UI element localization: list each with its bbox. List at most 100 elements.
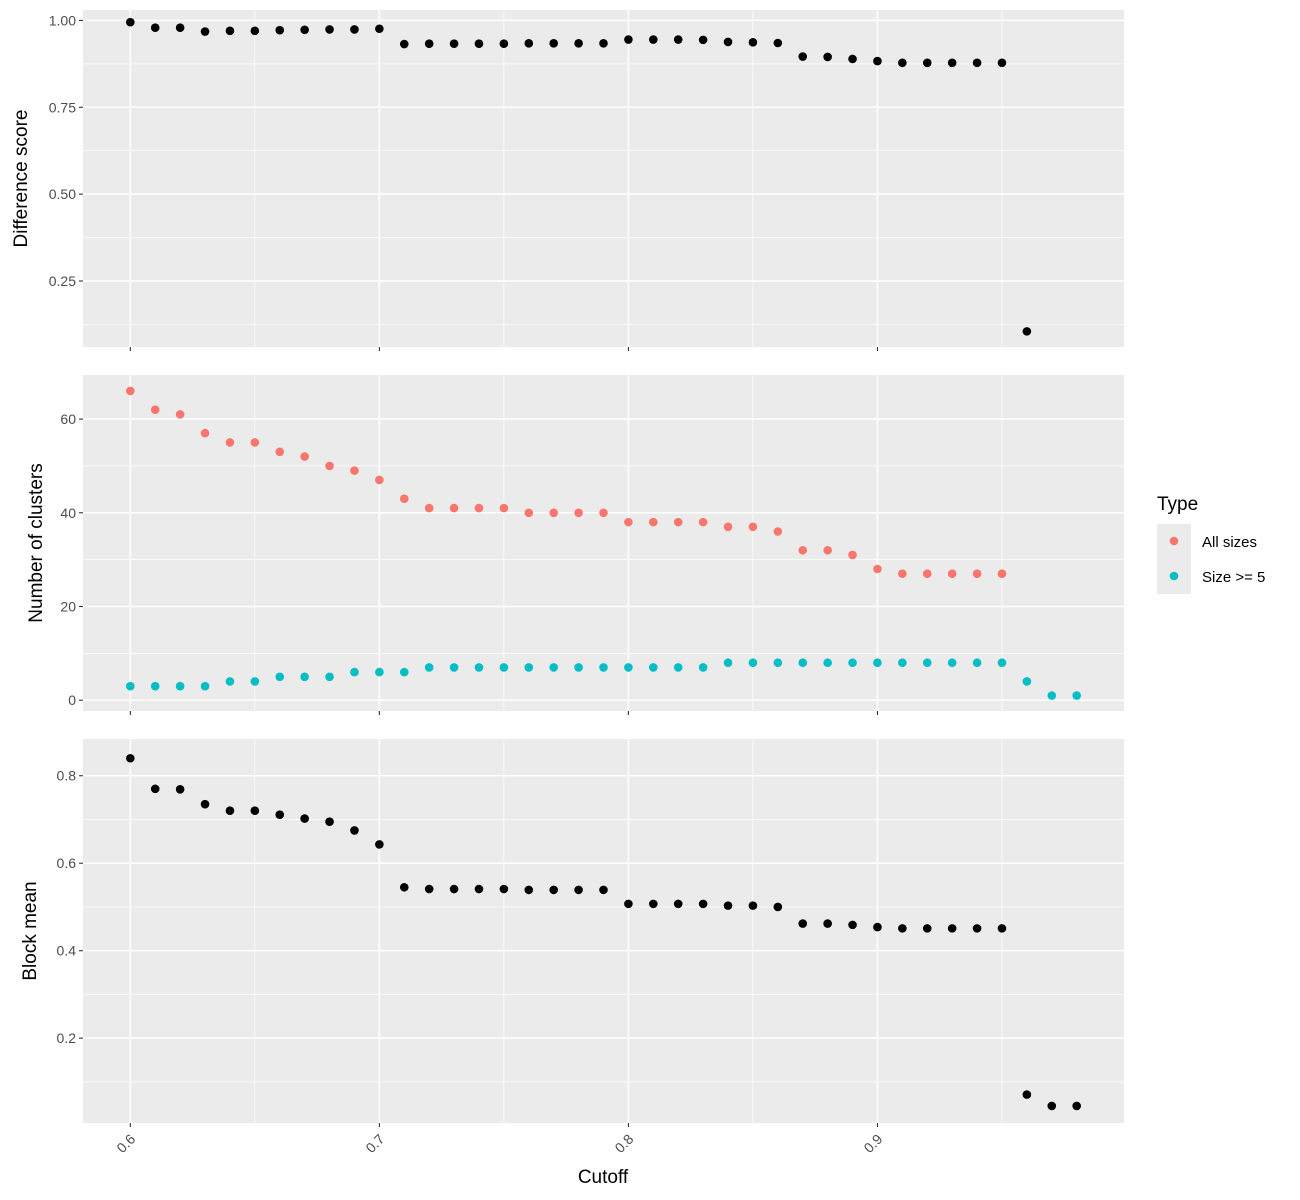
data-point [375,840,384,849]
data-point [599,39,608,48]
legend: Type All sizes Size >= 5 [1157,494,1265,594]
data-point [250,438,260,447]
series-all-sizes [126,386,1007,578]
data-point [375,667,384,677]
data-point [175,23,185,33]
data-point [524,885,534,895]
data-point [773,527,783,536]
data-point [823,919,832,928]
data-point [673,35,683,44]
data-point [449,884,459,894]
data-point [126,386,135,396]
data-point [549,508,558,518]
data-point [574,885,583,895]
data-point [798,658,808,668]
data-point [922,569,932,578]
y-tick-label: 0.2 [57,1030,77,1046]
data-point [898,924,907,933]
data-point [997,569,1007,578]
data-point [723,658,733,668]
data-point [624,899,633,909]
data-point [250,26,260,36]
data-point [200,681,210,691]
data-point [773,658,783,668]
data-point [673,517,683,527]
data-point [823,52,832,62]
data-point [126,17,135,27]
data-point [873,922,882,932]
data-point [649,663,658,672]
data-point [898,58,907,68]
data-point [150,784,160,794]
legend-label-all-sizes: All sizes [1202,534,1257,551]
panel-difference-score: 0.25 0.50 0.75 1.00 Difference score [11,10,1124,351]
legend-key-size-5 [1169,571,1179,581]
data-point [947,569,957,578]
data-point [399,39,409,49]
data-point [624,663,633,672]
data-point [175,784,185,794]
panel-background [83,10,1124,347]
data-point [947,924,957,933]
data-point [275,447,285,457]
y-tick-label: 0.50 [49,186,76,202]
data-point [399,494,409,504]
data-point [898,658,907,668]
x-axis-title: Cutoff [578,1167,629,1188]
data-point [947,658,957,668]
data-point [200,27,210,36]
data-point [673,663,683,672]
data-point [424,503,434,513]
data-point [474,663,484,672]
data-point [225,677,235,686]
data-point [150,681,160,691]
data-point [599,508,608,518]
data-point [574,508,583,518]
data-point [225,806,235,816]
data-point [375,24,384,34]
data-point [225,438,235,447]
panels-layer: 0.25 0.50 0.75 1.00 Difference score 0 20 40 60 N… [11,10,1124,1127]
data-point [649,517,658,527]
data-point [972,58,982,68]
data-point [873,564,882,574]
data-point [873,56,882,66]
data-point [922,924,932,933]
data-point [126,753,135,763]
data-point [873,658,882,668]
data-point [325,25,334,34]
data-point [126,681,135,691]
data-point [499,884,509,894]
data-point [947,58,957,68]
data-point [150,23,160,33]
y-tick-label: 0.25 [49,273,76,289]
series-points [126,753,1081,1111]
data-point [375,475,384,485]
data-point [250,677,260,686]
legend-key-background [1157,524,1191,594]
y-tick-label: 0 [68,692,76,708]
data-point [449,503,459,513]
x-tick-label: 0.8 [611,1131,636,1156]
data-point [997,924,1007,933]
y-tick-label: 60 [60,411,76,427]
data-point [350,667,359,677]
data-point [773,38,783,48]
data-point [350,25,359,34]
data-point [350,466,359,475]
data-point [748,658,758,668]
data-point [225,26,235,36]
data-point [972,569,982,578]
panel-number-of-clusters: 0 20 40 60 Number of clusters [26,375,1124,715]
data-point [399,667,409,677]
data-point [1047,1101,1057,1111]
data-point [399,882,409,892]
panel-block-mean: 0.2 0.4 0.6 0.8 Block mean [20,739,1124,1127]
data-point [922,58,932,68]
x-tick-label: 0.9 [860,1131,885,1156]
data-point [698,899,708,909]
data-point [723,37,733,47]
data-point [424,884,434,894]
y-axis-title: Difference score [11,110,32,248]
data-point [175,410,185,419]
